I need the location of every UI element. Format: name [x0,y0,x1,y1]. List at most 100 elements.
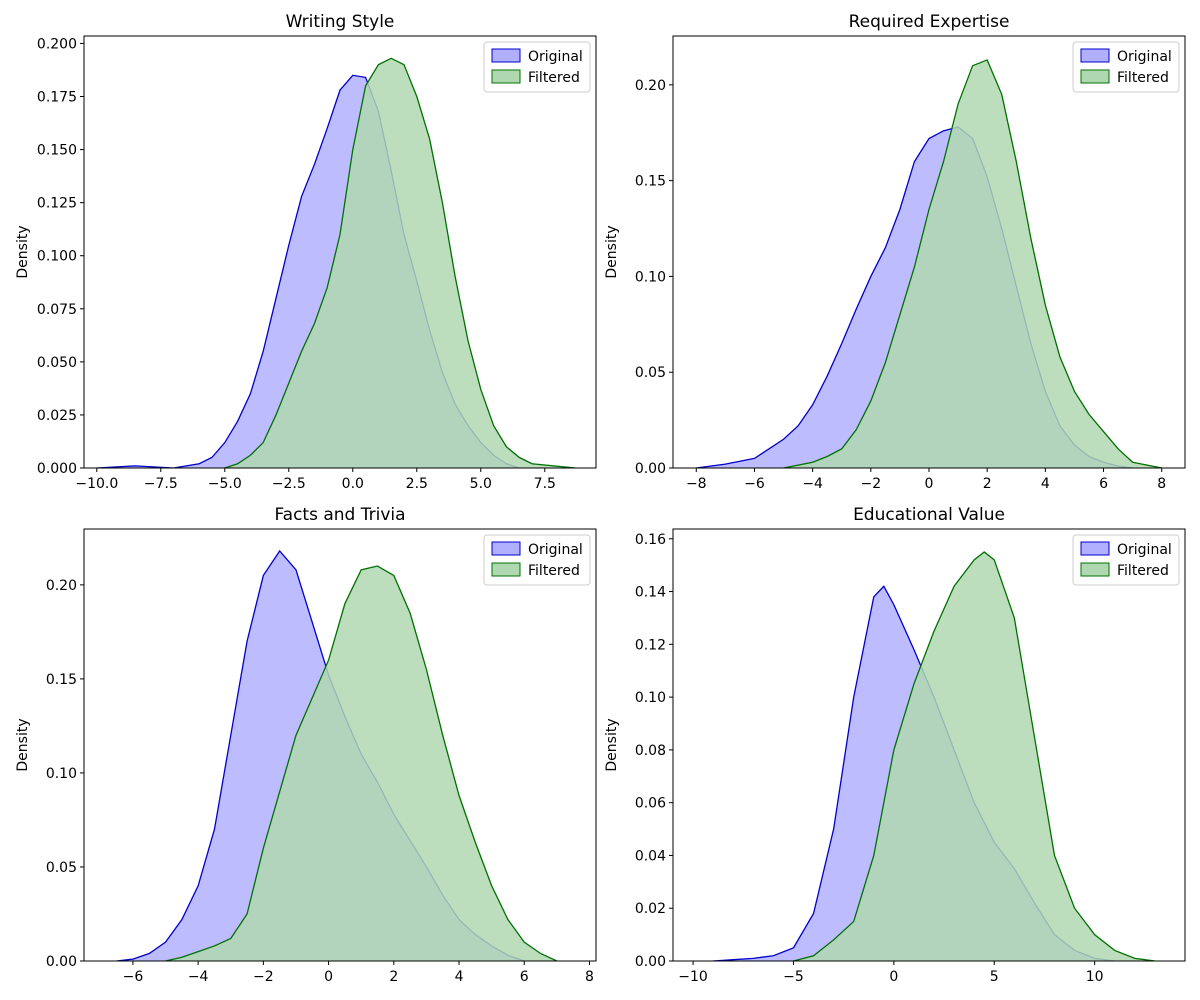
x-tick-label: −5 [783,969,804,985]
x-tick-label: 4 [1041,476,1050,492]
x-tick-label: 5.0 [470,476,492,492]
y-tick-label: 0.050 [37,355,77,371]
series-area-filtered [793,551,1155,961]
chart-title: Facts and Trivia [274,505,405,525]
legend: Original Filtered [1072,534,1180,586]
x-tick-label: 8 [585,969,594,985]
series-line-filtered [793,551,1155,961]
y-tick-label: 0.20 [635,78,666,94]
y-tick-label: 0.20 [46,578,77,594]
y-tick-label: 0.14 [635,585,666,601]
legend: Original Filtered [1072,41,1180,93]
y-tick-label: 0.025 [37,408,77,424]
legend-label-original: Original [1117,542,1172,558]
x-tick-label: −2 [253,969,274,985]
legend: Original Filtered [483,41,591,93]
series-area-filtered [783,59,1162,468]
x-tick-label: 0 [889,969,898,985]
y-tick-label: 0.00 [635,954,666,970]
x-tick-label: −10.0 [75,476,118,492]
legend-label-original: Original [528,49,583,65]
y-tick-label: 0.00 [46,954,77,970]
x-tick-label: −5.0 [208,476,242,492]
x-tick-label: −2.5 [272,476,306,492]
x-tick-label: 4 [455,969,464,985]
y-tick-label: 0.200 [37,36,77,52]
chart-title: Writing Style [286,12,395,32]
series-group [696,59,1162,468]
x-tick-label: 5 [990,969,999,985]
y-tick-label: 0.05 [635,365,666,381]
y-tick-label: 0.10 [46,766,77,782]
legend-label-original: Original [528,542,583,558]
x-tick-label: 10 [1086,969,1104,985]
x-tick-label: 2 [389,969,398,985]
x-tick-label: −7.5 [144,476,178,492]
legend-swatch-filtered [491,69,521,84]
panel-educational-value: Educational Value Density −10 −5 0 5 10 0.00 0.0… [604,505,1186,985]
x-tick-label: 6 [1099,476,1108,492]
legend-label-filtered: Filtered [528,70,580,86]
axes-frame [672,528,1186,962]
x-tick-label: −4 [188,969,209,985]
legend: Original Filtered [483,534,591,586]
series-line-filtered [165,565,558,961]
x-tick-label: −4 [802,476,823,492]
chart-title: Educational Value [853,505,1005,525]
y-tick-label: 0.10 [635,690,666,706]
y-tick-label: 0.00 [635,461,666,477]
y-tick-label: 0.08 [635,743,666,759]
panel-facts-and-trivia: Facts and Trivia Density −6 −4 −2 0 2 4 6 8 0.00 0.… [15,505,597,985]
x-tick-label: −6 [123,969,144,985]
y-axis-label: Density [604,225,620,278]
y-tick-label: 0.15 [635,174,666,190]
series-line-filtered [224,57,576,468]
x-tick-label: −8 [686,476,707,492]
x-tick-label: 6 [520,969,529,985]
y-tick-label: 0.175 [37,90,77,106]
series-group [96,57,576,468]
legend-swatch-original [491,48,521,63]
y-tick-label: 0.15 [46,672,77,688]
y-tick-label: 0.150 [37,143,77,159]
panel-writing-style: Writing Style Density −10.0 −7.5 −5.0 −2.5 0.0… [15,12,597,492]
x-tick-label: 0 [925,476,934,492]
series-line-filtered [783,59,1162,468]
y-tick-label: 0.100 [37,249,77,265]
legend-swatch-original [491,541,521,556]
y-tick-label: 0.10 [635,269,666,285]
legend-swatch-filtered [1080,562,1110,577]
panel-required-expertise: Required Expertise Density −8 −6 −4 −2 0 2 4 6 8 0.… [604,12,1186,492]
y-tick-label: 0.075 [37,302,77,318]
series-area-filtered [224,58,576,468]
legend-label-original: Original [1117,49,1172,65]
legend-swatch-filtered [491,562,521,577]
x-tick-label: −2 [860,476,881,492]
y-tick-label: 0.04 [635,848,666,864]
legend-swatch-original [1080,48,1110,63]
series-area-filtered [165,566,557,961]
x-tick-label: −6 [744,476,765,492]
series-group [713,551,1155,961]
y-axis-label: Density [604,718,620,771]
x-tick-label: 2 [983,476,992,492]
legend-label-filtered: Filtered [528,563,580,579]
x-tick-label: 7.5 [534,476,556,492]
y-axis-label: Density [15,225,31,278]
x-tick-label: −10 [678,969,708,985]
y-axis-label: Density [15,718,31,771]
series-group [116,549,558,961]
x-tick-label: 8 [1157,476,1166,492]
axes-frame [83,35,597,469]
x-tick-label: 2.5 [406,476,428,492]
y-tick-label: 0.02 [635,901,666,917]
y-tick-label: 0.000 [37,461,77,477]
y-tick-label: 0.05 [46,860,77,876]
legend-label-filtered: Filtered [1117,563,1169,579]
axes-frame [83,528,597,962]
chart-title: Required Expertise [849,12,1010,32]
y-tick-label: 0.16 [635,532,666,548]
legend-swatch-filtered [1080,69,1110,84]
y-tick-label: 0.06 [635,796,666,812]
